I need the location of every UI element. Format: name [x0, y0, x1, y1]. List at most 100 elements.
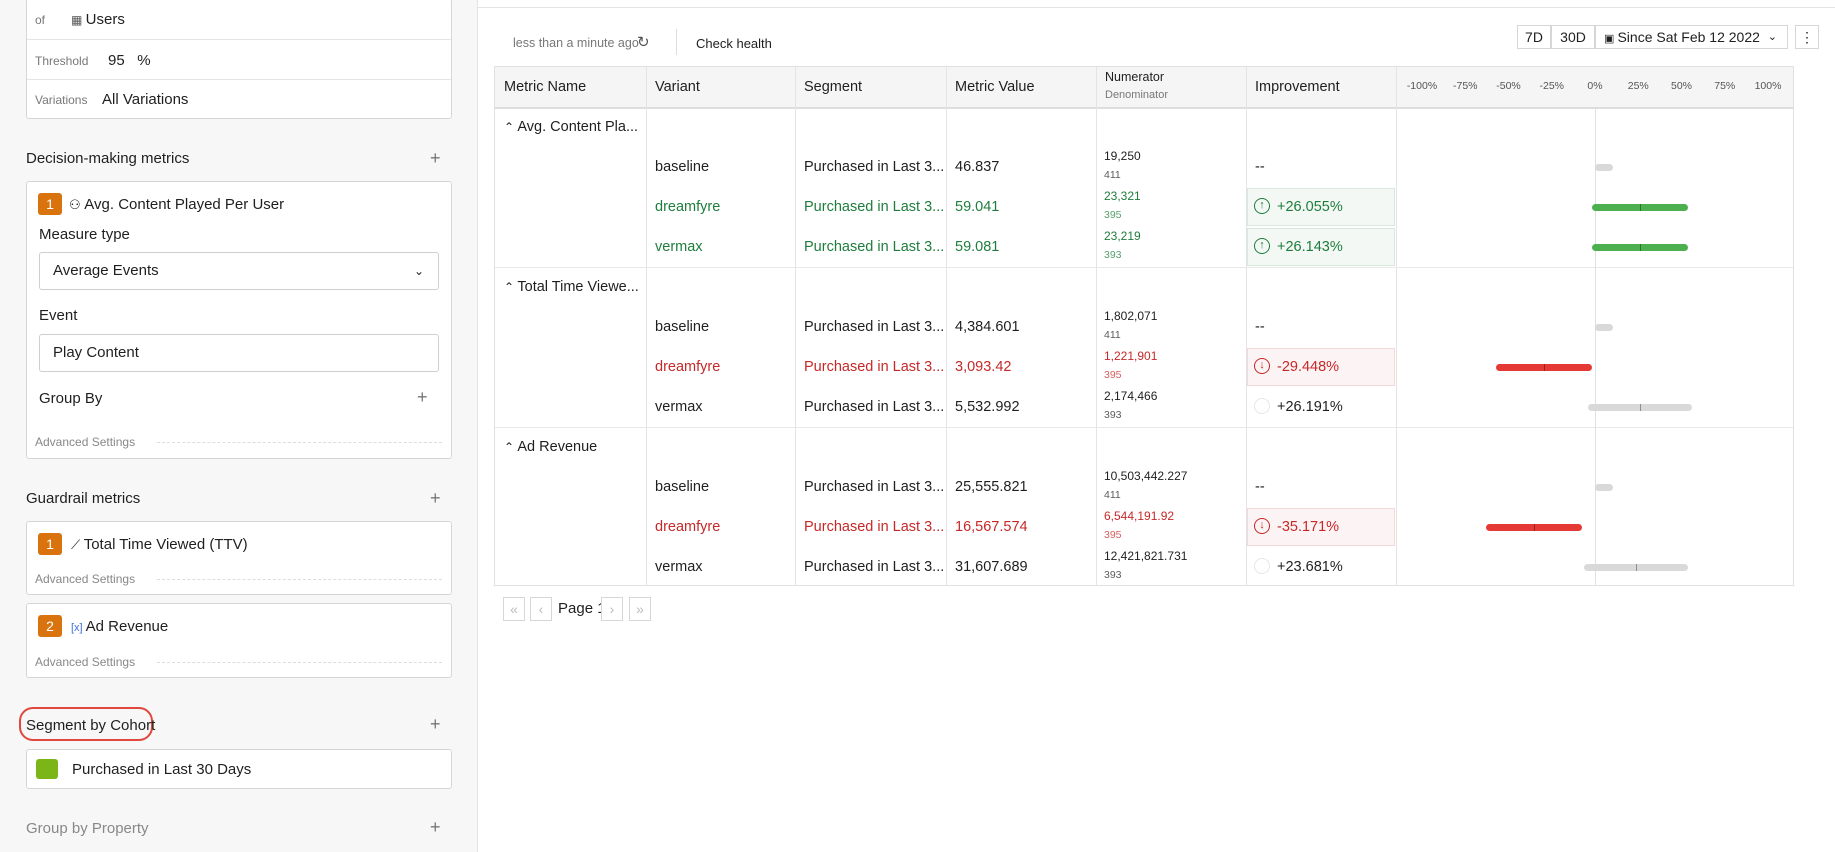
- header-bg: [495, 67, 1793, 109]
- variant: dreamfyre: [655, 199, 721, 215]
- select[interactable]: Average Events ⌄: [39, 252, 439, 290]
- bar-center: [1534, 524, 1536, 531]
- improvement: +23.681%: [1277, 559, 1343, 575]
- improvement-bar: [1496, 364, 1593, 371]
- more-button[interactable]: ⋮: [1795, 25, 1819, 49]
- group-name[interactable]: ⌃ Ad Revenue: [504, 439, 598, 455]
- denominator: 393: [1104, 409, 1122, 421]
- metric-name: ⟋ Total Time Viewed (TTV): [71, 536, 248, 553]
- date-text: Since Sat Feb 12 2022: [1617, 29, 1760, 45]
- improvement-bar: [1592, 244, 1689, 251]
- improvement-icon: ↑: [1254, 198, 1270, 214]
- threshold[interactable]: 95 %: [108, 52, 151, 69]
- denominator: 393: [1104, 569, 1122, 581]
- metric-value: 5,532.992: [955, 399, 1020, 415]
- improvement-bg: [1247, 188, 1395, 226]
- axis-label: 100%: [1754, 80, 1782, 92]
- badge: 1: [38, 193, 62, 215]
- denominator: 395: [1104, 529, 1122, 541]
- add-button[interactable]: +: [430, 148, 441, 168]
- numerator: 1,802,071: [1104, 309, 1158, 323]
- next-page[interactable]: ›: [601, 597, 623, 621]
- metric-value: 16,567.574: [955, 519, 1028, 535]
- metric-text: Ad Revenue: [85, 618, 169, 635]
- improvement-bar: [1595, 484, 1613, 491]
- date-picker[interactable]: ▣ Since Sat Feb 12 2022 ⌄: [1595, 25, 1788, 49]
- column-divider: [1096, 67, 1097, 585]
- improvement: --: [1255, 159, 1265, 175]
- label: of: [35, 13, 46, 27]
- range-button[interactable]: 7D: [1517, 25, 1551, 49]
- improvement: --: [1255, 479, 1265, 495]
- variations[interactable]: All Variations: [102, 91, 189, 108]
- metric-card: 1 ⟋ Total Time Viewed (TTV) Advanced Set…: [26, 521, 452, 595]
- axis-label: -25%: [1539, 80, 1564, 92]
- variant: baseline: [655, 319, 710, 335]
- threshold-value: 95: [108, 52, 125, 69]
- advanced-settings[interactable]: Advanced Settings: [35, 655, 136, 669]
- metric-name: [x] Ad Revenue: [71, 618, 169, 635]
- badge: 1: [38, 533, 62, 555]
- zero-line: [1595, 107, 1596, 585]
- refresh[interactable]: ↻: [637, 34, 650, 51]
- numerator: 23,219: [1104, 229, 1141, 243]
- cohort-name: Purchased in Last 30 Days: [72, 761, 252, 778]
- axis-label: -50%: [1496, 80, 1521, 92]
- column-divider: [1246, 67, 1247, 585]
- numerator: 12,421,821.731: [1104, 549, 1188, 563]
- row-divider: [495, 267, 1793, 268]
- input[interactable]: Play Content: [39, 334, 439, 372]
- last-page[interactable]: »: [629, 597, 651, 621]
- cohort-icon: [36, 759, 58, 779]
- column-header: Variant: [655, 79, 700, 95]
- group-name[interactable]: ⌃ Avg. Content Pla...: [504, 119, 639, 135]
- variant: vermax: [655, 399, 703, 415]
- label: Variations: [35, 93, 88, 107]
- add-button[interactable]: +: [417, 387, 428, 407]
- metric-value: 4,384.601: [955, 319, 1020, 335]
- badge: 2: [38, 615, 62, 637]
- add-button[interactable]: +: [430, 488, 441, 508]
- column-header: Denominator: [1105, 89, 1168, 101]
- prev-page[interactable]: ‹: [530, 597, 552, 621]
- improvement-bg: [1247, 348, 1395, 386]
- improvement-bar: [1595, 164, 1613, 171]
- numerator: 19,250: [1104, 149, 1141, 163]
- bar-center: [1640, 404, 1642, 411]
- improvement-icon: [1254, 558, 1270, 574]
- threshold-unit: %: [137, 52, 151, 69]
- variant: baseline: [655, 479, 710, 495]
- improvement: -29.448%: [1277, 359, 1340, 375]
- improvement: -35.171%: [1277, 519, 1340, 535]
- metric-value: 59.081: [955, 239, 1000, 255]
- improvement-bg: [1247, 508, 1395, 546]
- denominator: 411: [1104, 329, 1121, 341]
- bar-center: [1544, 364, 1546, 371]
- column-divider: [1396, 67, 1397, 585]
- improvement: --: [1255, 319, 1265, 335]
- column-header: Metric Name: [504, 79, 587, 95]
- first-page[interactable]: «: [503, 597, 525, 621]
- label: Threshold: [35, 54, 89, 68]
- advanced-settings[interactable]: Advanced Settings: [35, 435, 136, 449]
- group-text: Avg. Content Pla...: [517, 119, 639, 135]
- variant: vermax: [655, 559, 703, 575]
- group-name[interactable]: ⌃ Total Time Viewe...: [504, 279, 639, 295]
- label: Group By: [39, 390, 103, 407]
- check-health[interactable]: Check health: [696, 36, 772, 51]
- segment: Purchased in Last 3...: [804, 399, 944, 415]
- segment: Purchased in Last 3...: [804, 479, 944, 495]
- denominator: 395: [1104, 369, 1122, 381]
- section-title[interactable]: Segment by Cohort: [26, 717, 156, 734]
- results-table: Metric Name Variant Segment Metric Value Num…: [494, 66, 1794, 586]
- add-button[interactable]: +: [430, 714, 441, 734]
- range-button[interactable]: 30D: [1551, 25, 1595, 49]
- variant: dreamfyre: [655, 359, 721, 375]
- improvement-icon: [1254, 398, 1270, 414]
- metric-value: 31,607.689: [955, 559, 1028, 575]
- column-divider: [946, 67, 947, 585]
- advanced-settings[interactable]: Advanced Settings: [35, 572, 136, 586]
- bar-center: [1640, 204, 1642, 211]
- add-button[interactable]: +: [430, 817, 441, 837]
